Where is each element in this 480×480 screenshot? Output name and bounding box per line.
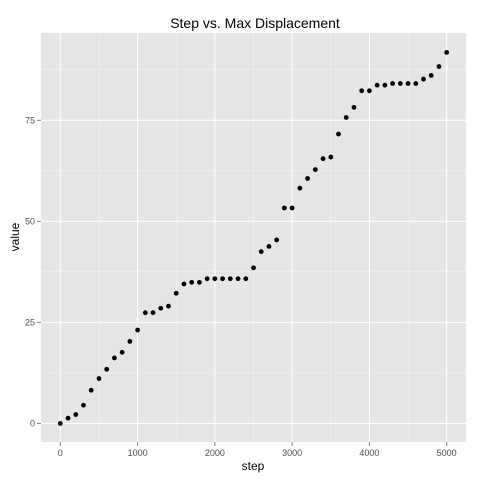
data-point <box>297 185 303 191</box>
data-point <box>312 167 318 173</box>
data-point <box>374 82 380 88</box>
data-point <box>104 366 110 372</box>
data-points <box>57 49 450 426</box>
data-point <box>65 415 71 421</box>
data-point <box>282 205 287 211</box>
data-point <box>390 81 395 86</box>
data-point <box>166 303 171 309</box>
data-point <box>444 49 450 55</box>
data-point <box>243 276 249 282</box>
data-point <box>227 276 233 282</box>
y-axis: 0 25 50 75 <box>25 115 41 428</box>
major-grid <box>41 33 466 442</box>
data-point <box>81 402 86 408</box>
data-point <box>274 237 280 243</box>
data-point <box>127 338 133 344</box>
x-tick-label: 3000 <box>282 448 302 458</box>
x-axis: 0 1000 2000 3000 4000 5000 <box>58 442 457 458</box>
data-point <box>359 88 365 94</box>
data-point <box>382 82 388 88</box>
data-point <box>320 156 326 162</box>
data-point <box>96 376 102 381</box>
data-point <box>220 276 225 282</box>
data-point <box>173 290 179 296</box>
data-point <box>135 327 140 333</box>
data-point <box>436 64 442 69</box>
data-point <box>119 349 125 355</box>
data-point <box>258 249 264 255</box>
data-point <box>189 279 195 285</box>
data-point <box>367 88 372 94</box>
data-point <box>142 310 148 316</box>
data-point <box>351 104 357 110</box>
data-point <box>112 355 117 361</box>
data-point <box>181 281 187 287</box>
data-point <box>405 81 411 86</box>
data-point <box>212 276 218 282</box>
data-point <box>266 243 272 249</box>
x-tick-label: 4000 <box>359 448 379 458</box>
x-tick-label: 1000 <box>128 448 148 458</box>
data-point <box>397 81 403 86</box>
data-point <box>305 176 310 181</box>
data-point <box>328 154 334 160</box>
data-point <box>73 412 79 417</box>
x-tick-label: 0 <box>58 448 63 458</box>
minor-grid <box>41 33 466 442</box>
y-tick-label: 75 <box>25 115 35 125</box>
data-point <box>336 131 341 137</box>
data-point <box>57 421 63 426</box>
data-point <box>343 115 349 120</box>
y-axis-title: value <box>8 222 22 251</box>
data-point <box>421 76 426 82</box>
x-tick-label: 5000 <box>437 448 457 458</box>
data-point <box>235 276 241 282</box>
data-point <box>88 387 94 393</box>
data-point <box>289 205 295 211</box>
y-tick-label: 25 <box>25 317 35 327</box>
data-point <box>413 81 419 86</box>
x-tick-label: 2000 <box>205 448 225 458</box>
data-point <box>197 279 202 285</box>
data-point <box>204 276 210 282</box>
data-point <box>428 73 434 78</box>
data-point <box>158 305 164 311</box>
y-tick-label: 50 <box>25 216 35 226</box>
x-axis-title: step <box>242 459 265 473</box>
data-point <box>251 265 256 271</box>
y-tick-label: 0 <box>30 418 35 428</box>
chart-title: Step vs. Max Displacement <box>170 15 340 31</box>
data-point <box>150 310 156 316</box>
